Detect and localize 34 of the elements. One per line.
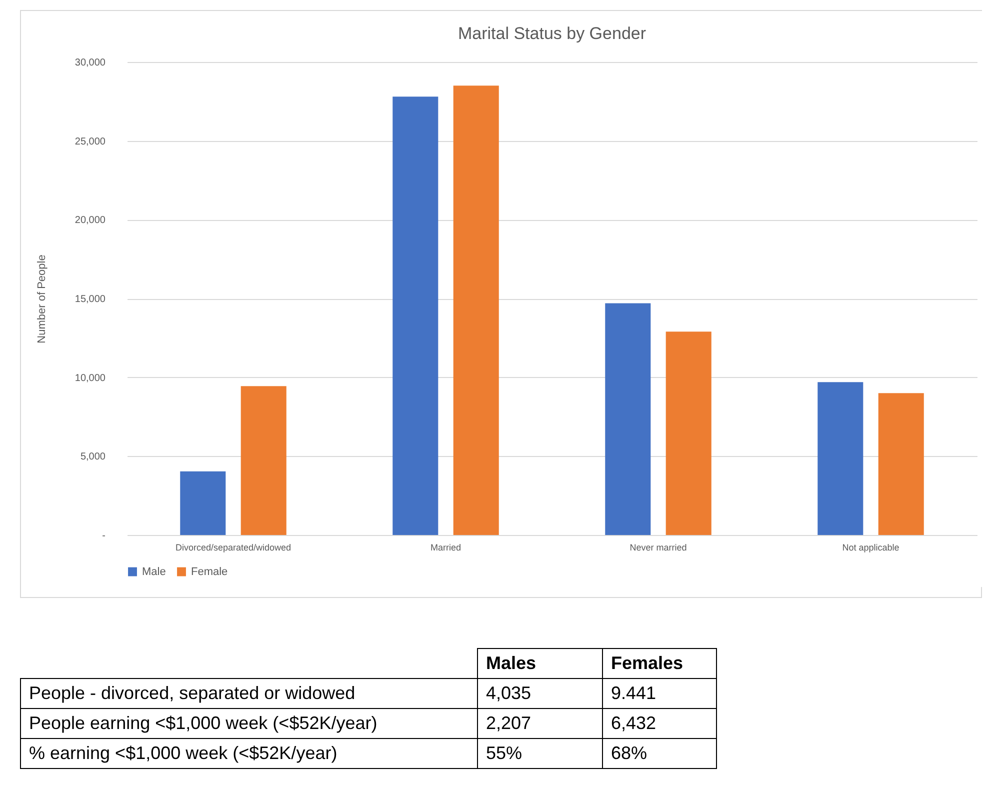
x-tick-label: Never married <box>630 542 687 552</box>
chart-title: Marital Status by Gender <box>458 24 646 43</box>
y-tick-label: 10,000 <box>74 372 106 384</box>
x-tick-label: Married <box>430 542 462 552</box>
bar <box>605 303 651 535</box>
x-tick-label: Not applicable <box>842 542 900 552</box>
y-tick-label: 30,000 <box>74 58 106 68</box>
y-tick-label: 15,000 <box>74 294 106 305</box>
text: 68% <box>602 738 716 768</box>
y-tick-label: - <box>102 530 106 542</box>
text: 55% <box>478 738 602 768</box>
bar <box>878 393 924 535</box>
y-tick-label: 20,000 <box>74 215 106 226</box>
bar <box>392 96 438 535</box>
bar <box>453 86 499 535</box>
y-axis-title: Number of People <box>36 254 48 344</box>
legend-label: Female <box>191 566 228 578</box>
text: 9.441 <box>602 678 716 708</box>
text: 2,207 <box>478 708 602 738</box>
bar <box>180 471 226 535</box>
legend-label: Male <box>142 566 166 578</box>
bar <box>818 382 864 535</box>
text: People - divorced, separated or widowed <box>20 678 478 708</box>
y-tick-label: 5,000 <box>80 452 106 463</box>
text: Females <box>602 648 716 678</box>
y-tick-label: 25,000 <box>74 136 106 148</box>
text: % earning <$1,000 week (<$52K/year) <box>20 738 478 768</box>
text: People earning <$1,000 week (<$52K/year) <box>20 708 478 738</box>
text: 6,432 <box>602 708 716 738</box>
text: Males <box>478 648 602 678</box>
text: 4,035 <box>478 678 602 708</box>
bar <box>240 386 286 535</box>
bar <box>666 332 712 535</box>
x-tick-label: Divorced/separated/widowed <box>175 542 292 552</box>
